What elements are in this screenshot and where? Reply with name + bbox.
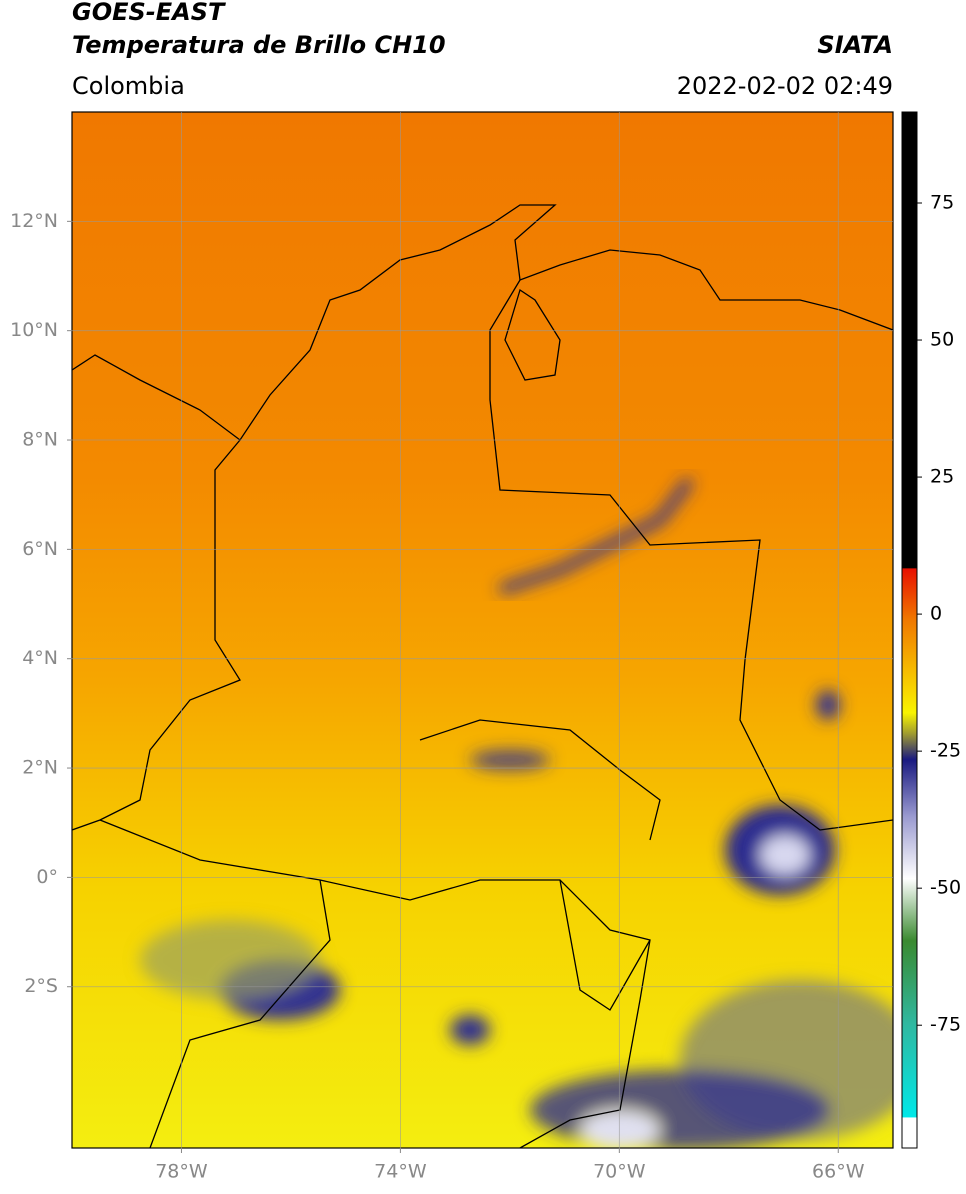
y-tick-label: 12°N [10, 210, 58, 232]
x-tick-label: 74°W [374, 1161, 427, 1183]
y-tick-label: 2°S [24, 975, 58, 997]
y-tick-label: 2°N [22, 757, 58, 779]
colorbar-label: 25 [930, 466, 954, 488]
border [99, 819, 651, 1148]
region: Colombia [72, 72, 185, 100]
colorbar-label: 75 [930, 191, 954, 213]
clouds [140, 690, 893, 1148]
y-tick-label: 8°N [22, 429, 58, 451]
coastline [72, 439, 241, 831]
border [559, 879, 651, 1011]
x-tick-label: 70°W [593, 1161, 646, 1183]
border [419, 719, 661, 841]
border [489, 279, 893, 831]
cloud [140, 920, 320, 1000]
map-frame [71, 111, 894, 1149]
cloud [580, 1110, 660, 1148]
cloud-band [498, 477, 694, 595]
cloud [450, 1015, 490, 1045]
datetime: 2022-02-02 02:49 [677, 72, 893, 100]
x-tick-label: 66°W [812, 1161, 865, 1183]
cloud [530, 1070, 830, 1148]
colorbar-label: 0 [930, 603, 942, 625]
y-tick-label: 0° [36, 866, 58, 888]
map-imagery [72, 112, 893, 1148]
colorbar [901, 111, 918, 1149]
cloud [470, 750, 550, 770]
border [149, 879, 331, 1148]
y-tick-label: 4°N [22, 647, 58, 669]
lake [504, 288, 561, 381]
cloud [760, 835, 810, 875]
subtitle: Temperatura de Brillo CH10 [72, 31, 446, 59]
colorbar-label: -75 [930, 1014, 961, 1036]
colorbar-label: -50 [930, 877, 961, 899]
colorbar-label: -25 [930, 740, 961, 762]
title: GOES-EAST [72, 0, 226, 26]
y-tick-label: 10°N [10, 319, 58, 341]
y-tick-label: 6°N [22, 538, 58, 560]
coastline [72, 204, 893, 441]
source: SIATA [817, 31, 893, 59]
cloud [816, 690, 840, 720]
x-tick-label: 78°W [155, 1161, 208, 1183]
colorbar-label: 50 [930, 329, 954, 351]
